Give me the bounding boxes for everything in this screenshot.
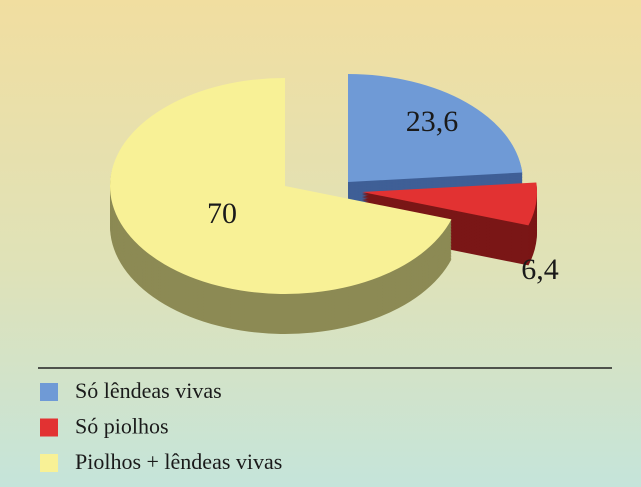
value-label: 23,6 — [406, 105, 459, 138]
value-label: 6,4 — [521, 253, 559, 286]
legend-label: Só lêndeas vivas — [75, 378, 222, 403]
legend-swatch — [40, 418, 58, 437]
slice — [109, 78, 452, 294]
slice — [362, 182, 537, 226]
value-label: 70 — [207, 197, 237, 230]
legend-swatch — [40, 454, 58, 472]
legend-label: Só piolhos — [75, 414, 169, 439]
legend-label: Piolhos + lêndeas vivas — [75, 449, 282, 474]
legend-swatch — [40, 383, 58, 401]
slice — [348, 74, 523, 182]
